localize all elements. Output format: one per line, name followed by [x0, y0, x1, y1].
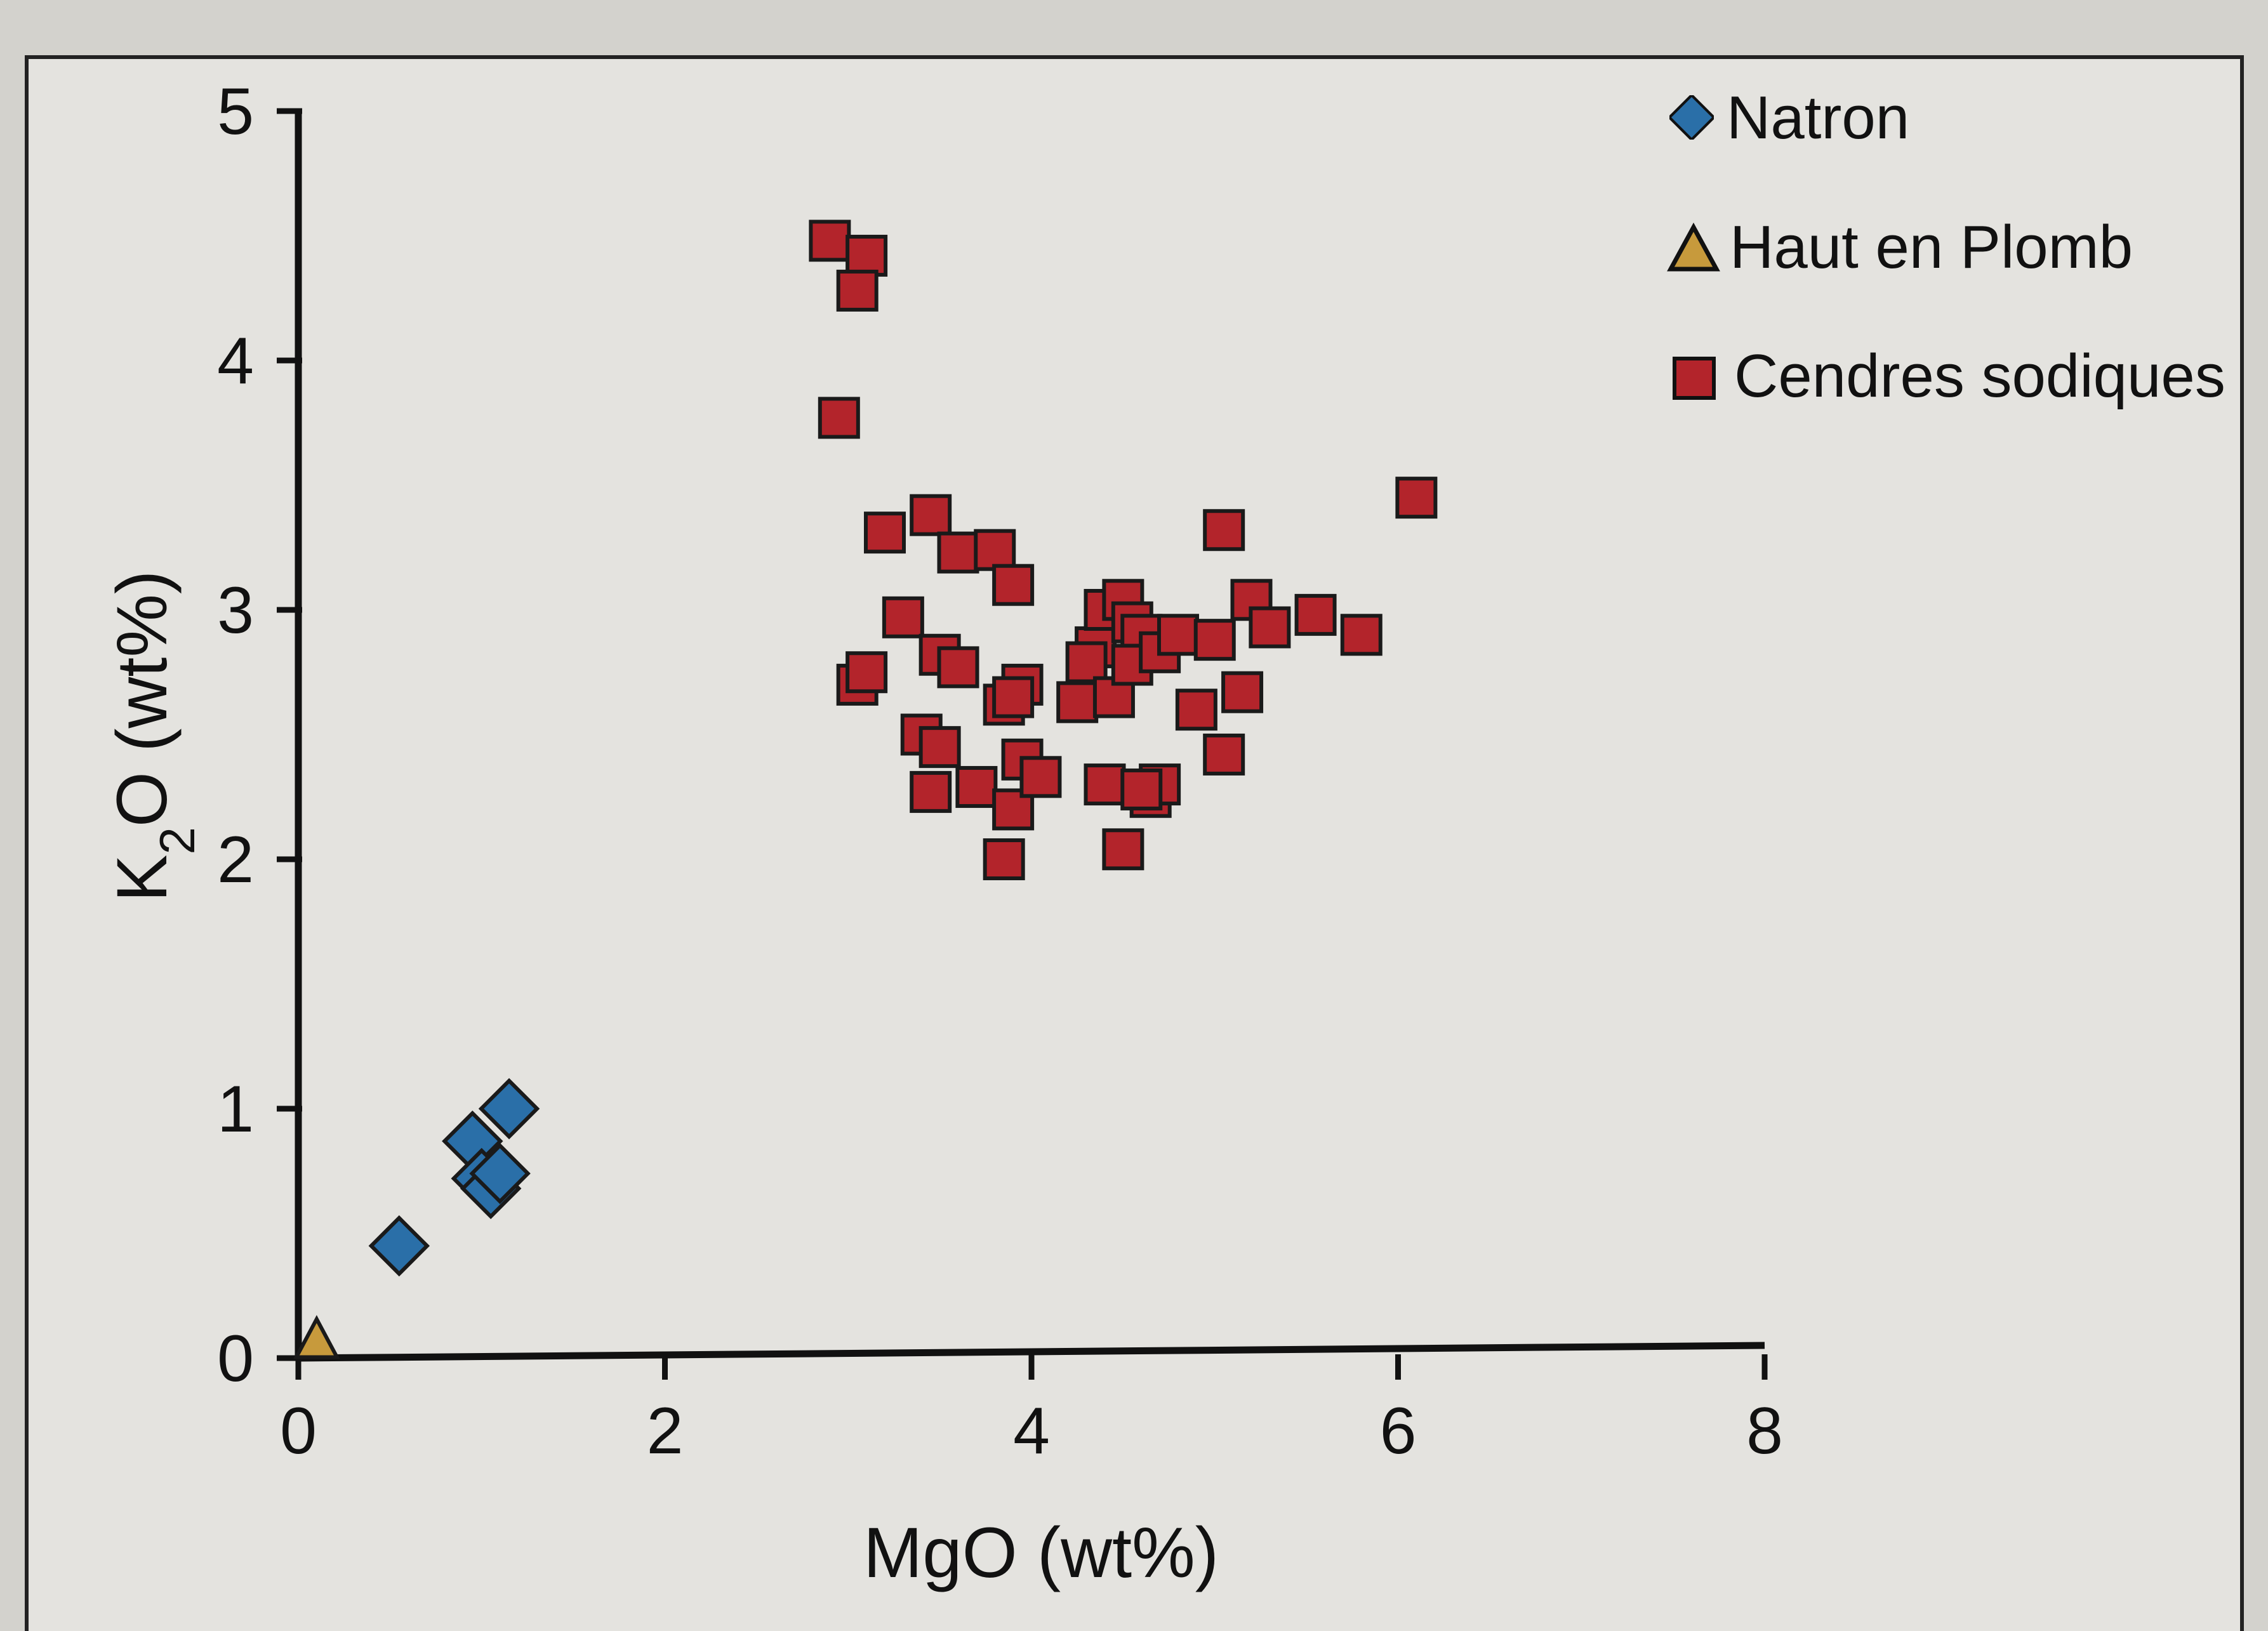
data-point-square: [1249, 606, 1291, 649]
y-tick-label: 3: [217, 574, 254, 647]
data-point-square: [910, 770, 952, 813]
data-point-square: [1175, 689, 1217, 731]
data-points: [293, 220, 1438, 1359]
data-point-square: [992, 676, 1035, 718]
legend-square-icon: [1673, 357, 1716, 400]
y-tick-label: 5: [217, 75, 254, 149]
legend-label-haut-en-plomb: Haut en Plomb: [1730, 213, 2133, 281]
data-point-square: [1340, 614, 1383, 656]
data-point-square: [818, 397, 860, 439]
x-tick-label: 6: [1380, 1394, 1417, 1468]
data-point-square: [910, 494, 952, 536]
legend: Natron Haut en Plomb Cendres sodiques: [1667, 84, 2225, 410]
data-point-square: [1203, 733, 1245, 776]
x-tick-label: 8: [1746, 1394, 1783, 1468]
data-point-square: [918, 726, 961, 769]
y-axis-title: K2O (wt%): [102, 571, 205, 902]
y-tick-label: 0: [217, 1322, 254, 1396]
data-point-square: [1065, 641, 1108, 683]
data-point-square: [846, 234, 888, 277]
data-point-square: [937, 646, 979, 689]
ticks: [277, 108, 1768, 1380]
y-tick-label: 4: [217, 324, 254, 398]
legend-item-cendres-sodiques: Cendres sodiques: [1673, 342, 2225, 410]
x-tick-label: 4: [1013, 1394, 1050, 1468]
data-point-square: [1221, 671, 1264, 713]
data-point-square: [1056, 681, 1099, 723]
data-point-diamond: [469, 1142, 531, 1205]
y-tick-label: 1: [217, 1073, 254, 1146]
x-tick-label: 0: [280, 1394, 317, 1468]
axes: [295, 111, 1765, 1362]
data-point-square: [1120, 768, 1163, 810]
series-cendres-sodiques: [809, 220, 1438, 880]
data-point-square: [809, 220, 851, 262]
legend-triangle-icon: [1667, 222, 1720, 272]
series-natron: [368, 1078, 540, 1277]
data-point-diamond: [478, 1078, 540, 1140]
data-point-square: [992, 564, 1035, 606]
x-axis-title: MgO (wt%): [863, 1513, 1219, 1592]
data-point-square: [1294, 593, 1337, 636]
data-point-triangle: [293, 1315, 340, 1359]
legend-label-cendres-sodiques: Cendres sodiques: [1734, 342, 2225, 410]
x-axis-line: [298, 1342, 1765, 1362]
data-point-square: [983, 838, 1025, 880]
y-tick-label: 2: [217, 823, 254, 897]
data-point-square: [1395, 477, 1438, 519]
data-point-square: [1102, 828, 1144, 871]
data-point-square: [1203, 509, 1245, 551]
legend-item-haut-en-plomb: Haut en Plomb: [1667, 213, 2133, 281]
data-point-square: [836, 269, 879, 312]
data-point-square: [1084, 763, 1126, 806]
series-haut-en-plomb: [293, 1315, 340, 1359]
data-point-square: [937, 531, 979, 574]
tick-labels: 0 2 4 6 8 0 1 2 3 4 5: [217, 75, 1783, 1468]
data-point-square: [1157, 614, 1199, 656]
data-point-square: [955, 766, 998, 809]
data-point-square: [846, 651, 888, 694]
data-point-square: [974, 529, 1016, 571]
legend-item-natron: Natron: [1669, 84, 1909, 152]
data-point-diamond: [368, 1215, 430, 1277]
data-point-square: [1019, 756, 1062, 798]
data-point-square: [882, 596, 924, 638]
x-tick-label: 2: [647, 1394, 684, 1468]
data-point-square: [1193, 619, 1236, 661]
legend-label-natron: Natron: [1727, 84, 1909, 152]
data-point-square: [864, 512, 906, 554]
